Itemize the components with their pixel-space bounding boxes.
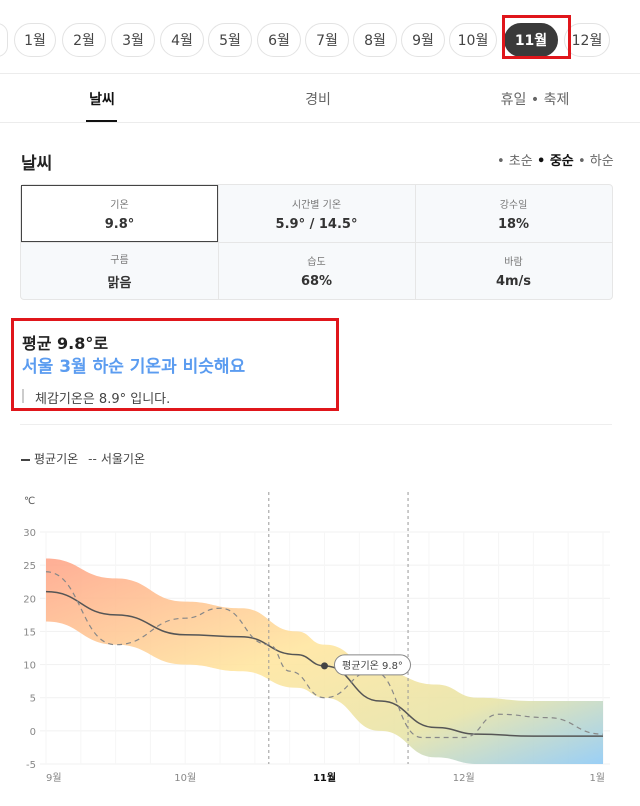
- legend-avg-label: 평균기온: [34, 452, 79, 466]
- month-pill-6[interactable]: 6월: [257, 23, 301, 57]
- stat-label: 습도: [307, 256, 326, 268]
- selected-month-highlight: [502, 15, 571, 59]
- month-pill-12[interactable]: 12월: [564, 23, 610, 57]
- stat-cloud[interactable]: 구름 맑음: [21, 242, 218, 299]
- month-selector: 1월 2월 3월 4월 5월 6월 7월 8월 9월 10월 11월 12월: [0, 0, 640, 74]
- y-tick-label: 10: [23, 661, 36, 672]
- legend-seoul: -- 서울기온: [88, 450, 145, 467]
- stat-label: 구름: [110, 254, 129, 266]
- period-late[interactable]: • 하순: [578, 154, 614, 169]
- stat-label: 시간별 기온: [291, 199, 342, 211]
- weather-stats-grid: 기온 9.8° 시간별 기온 5.9° / 14.5° 강수일 18% 구름 맑…: [20, 184, 613, 300]
- section-title: 날씨: [21, 154, 53, 174]
- month-pill-7[interactable]: 7월: [305, 23, 349, 57]
- x-tick-label: 9월: [46, 772, 62, 784]
- stat-label: 바람: [504, 256, 523, 268]
- marker-tooltip: [334, 654, 411, 676]
- solid-line-icon: [21, 458, 30, 461]
- summary-quote-bar: [22, 389, 24, 403]
- stat-value: 4m/s: [495, 273, 532, 289]
- x-tick-label: 11월: [313, 772, 336, 784]
- dashed-line-icon: --: [88, 452, 97, 466]
- month-pill-partial[interactable]: [0, 23, 8, 57]
- stat-value: 9.8°: [104, 216, 135, 232]
- period-mid[interactable]: • 중순: [537, 154, 574, 169]
- tab-bar: 날씨 경비 휴일 • 축제: [0, 74, 640, 123]
- divider: [20, 424, 612, 425]
- month-pill-2[interactable]: 2월: [62, 23, 106, 57]
- y-tick-label: 0: [30, 727, 36, 738]
- summary-average: 평균 9.8°로: [22, 334, 109, 353]
- stat-temperature[interactable]: 기온 9.8°: [21, 185, 218, 242]
- tab-holiday-festival[interactable]: 휴일 • 축제: [500, 91, 570, 108]
- legend-avg: 평균기온: [21, 450, 78, 467]
- month-pill-10[interactable]: 10월: [449, 23, 497, 57]
- month-pill-11[interactable]: 11월: [504, 23, 558, 57]
- stat-hourly-temperature[interactable]: 시간별 기온 5.9° / 14.5°: [218, 185, 415, 242]
- summary-comparison: 서울 3월 하순 기온과 비슷해요: [22, 357, 246, 377]
- summary-highlight: [11, 318, 339, 411]
- y-tick-label: 25: [23, 561, 36, 572]
- active-tab-indicator: [86, 120, 117, 122]
- temperature-chart: ℃ -5 0 5 10 15 20 25 30 평균기온 9.8° 9월 10월 11월 12월 1월: [23, 492, 610, 784]
- grid-divider: [21, 242, 612, 243]
- legend-seoul-label: 서울기온: [100, 452, 146, 466]
- stat-value: 5.9° / 14.5°: [275, 216, 358, 232]
- period-early[interactable]: • 초순: [497, 154, 533, 169]
- tab-cost[interactable]: 경비: [305, 91, 331, 108]
- stat-wind[interactable]: 바람 4m/s: [415, 242, 612, 299]
- x-tick-label: 12월: [453, 772, 475, 784]
- x-tick-label: 10월: [174, 772, 196, 784]
- stat-rain-days[interactable]: 강수일 18%: [415, 185, 612, 242]
- y-axis-unit: ℃: [24, 496, 35, 507]
- y-tick-label: 5: [30, 694, 36, 705]
- summary-feels-like: 체감기온은 8.9° 입니다.: [35, 392, 171, 407]
- month-pill-8[interactable]: 8월: [353, 23, 397, 57]
- month-pill-3[interactable]: 3월: [111, 23, 155, 57]
- month-pill-4[interactable]: 4월: [160, 23, 204, 57]
- y-tick-label: 20: [23, 594, 36, 605]
- month-pill-9[interactable]: 9월: [401, 23, 445, 57]
- tab-weather[interactable]: 날씨: [89, 91, 115, 108]
- chart-legend: 평균기온 -- 서울기온: [21, 450, 145, 467]
- marker-label: 평균기온 9.8°: [342, 660, 403, 672]
- seoul-temp-line: [45, 571, 604, 739]
- month-pill-5[interactable]: 5월: [208, 23, 252, 57]
- y-tick-label: 15: [23, 627, 36, 638]
- current-month-marker: [321, 662, 328, 670]
- x-tick-label: 1월: [589, 772, 605, 784]
- month-pill-1[interactable]: 1월: [14, 23, 56, 57]
- temperature-range-band: [46, 558, 603, 764]
- stat-value: 18%: [497, 216, 530, 232]
- stat-humidity[interactable]: 습도 68%: [218, 242, 415, 299]
- y-tick-label: 30: [23, 528, 36, 539]
- stat-value: 맑음: [107, 275, 132, 291]
- stat-value: 68%: [300, 273, 333, 289]
- y-tick-label: -5: [26, 760, 36, 771]
- stat-label: 강수일: [499, 199, 528, 211]
- stat-label: 기온: [110, 199, 129, 211]
